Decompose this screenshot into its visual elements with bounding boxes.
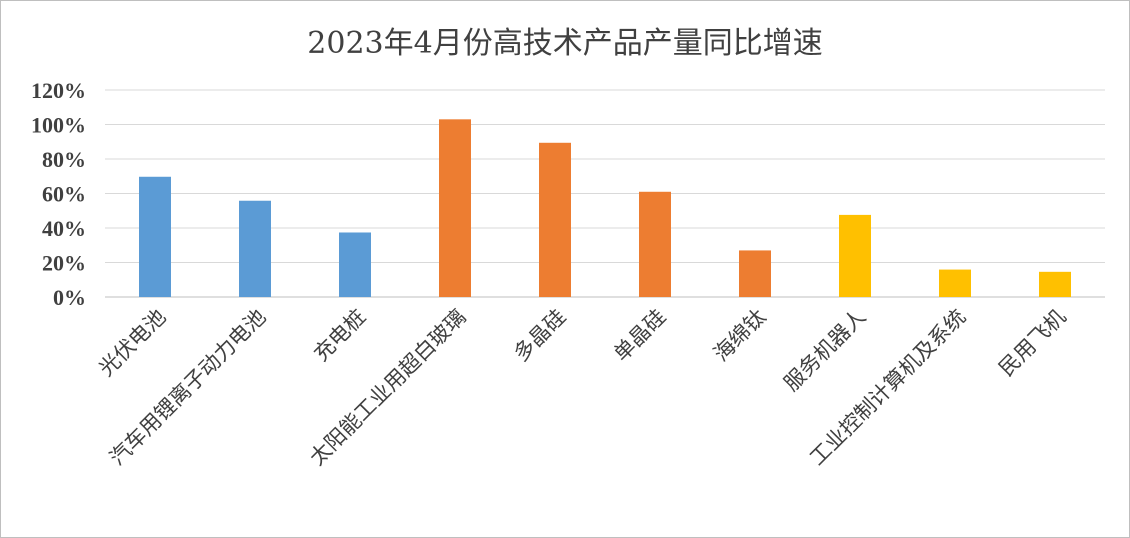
bar bbox=[1039, 271, 1071, 297]
x-tick-label: 海绵钛 bbox=[709, 305, 771, 367]
x-tick-label: 单晶硅 bbox=[609, 305, 671, 367]
y-tick-label: 100% bbox=[31, 113, 86, 138]
x-tick-label: 充电桩 bbox=[309, 305, 371, 367]
bar bbox=[539, 142, 571, 297]
x-tick-label: 民用飞机 bbox=[994, 305, 1070, 381]
bar bbox=[639, 191, 671, 297]
y-tick-label: 0% bbox=[53, 285, 86, 310]
y-tick-label: 20% bbox=[42, 251, 86, 276]
bar bbox=[339, 232, 371, 297]
x-tick-label: 光伏电池 bbox=[94, 305, 170, 381]
bar bbox=[739, 250, 771, 297]
bar bbox=[139, 176, 171, 297]
chart-title: 2023年4月份高技术产品产量同比增速 bbox=[307, 26, 823, 61]
bar bbox=[939, 269, 971, 297]
x-tick-label: 多晶硅 bbox=[509, 305, 571, 367]
x-tick-label: 服务机器人 bbox=[779, 305, 870, 396]
y-tick-label: 60% bbox=[42, 182, 86, 207]
bar bbox=[839, 214, 871, 297]
y-tick-label: 80% bbox=[42, 147, 86, 172]
y-tick-label: 40% bbox=[42, 216, 86, 241]
bar bbox=[439, 119, 471, 297]
bar bbox=[239, 200, 271, 297]
y-tick-label: 120% bbox=[31, 78, 86, 103]
